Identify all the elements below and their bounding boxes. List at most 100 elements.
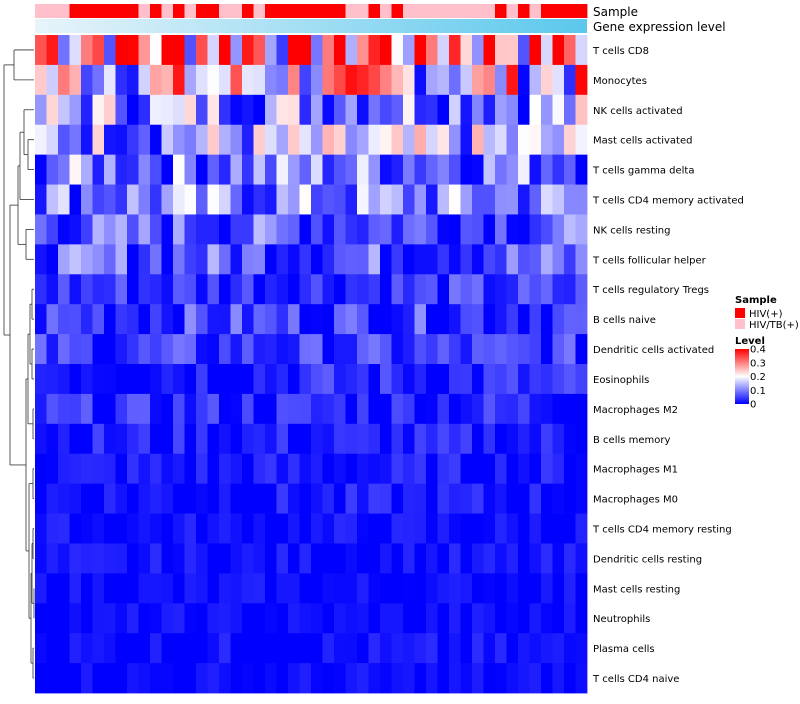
heatmap-cell [552, 154, 565, 185]
heatmap-cell [426, 423, 438, 455]
heatmap-cell [288, 244, 300, 275]
heatmap-cell [207, 423, 220, 455]
heatmap-cell [242, 663, 254, 694]
heatmap-cell [334, 274, 346, 305]
heatmap-cell [357, 124, 369, 156]
heatmap-cell [564, 35, 576, 66]
heatmap-cell [242, 244, 254, 275]
heatmap-cell [127, 513, 139, 544]
heatmap-cell [253, 244, 266, 275]
heatmap-cell [127, 573, 139, 604]
heatmap-cell [288, 603, 300, 634]
sample-annotation-cell [357, 4, 369, 18]
heatmap-cell [46, 393, 59, 425]
heatmap-cell [58, 393, 70, 425]
heatmap-cell [81, 124, 93, 156]
heatmap-cell [92, 124, 105, 156]
heatmap-cell [104, 603, 116, 634]
heatmap-cell [518, 393, 530, 425]
heatmap-cell [357, 393, 369, 425]
heatmap-cell [426, 124, 438, 156]
heatmap-cell [138, 154, 151, 185]
heatmap-cell [230, 364, 243, 395]
heatmap-cell [299, 603, 312, 634]
heatmap-cell [426, 334, 438, 365]
heatmap-cell [449, 64, 461, 96]
heatmap-cell [575, 483, 588, 514]
heatmap-cell [276, 633, 289, 664]
heatmap-cell [265, 453, 277, 485]
heatmap-cell [207, 633, 220, 664]
heatmap-cell [472, 274, 484, 305]
heatmap-cell [81, 154, 93, 185]
heatmap-cell [230, 304, 243, 335]
heatmap-cell [253, 304, 266, 335]
heatmap-cell [276, 35, 289, 66]
heatmap-cell [506, 663, 519, 694]
heatmap-cell [138, 543, 151, 574]
heatmap-cell [46, 633, 59, 664]
heatmap-cell [265, 483, 277, 514]
heatmap-cell [334, 543, 346, 574]
heatmap-cell [46, 304, 59, 335]
heatmap-cell [35, 124, 47, 156]
heatmap-cell [495, 274, 507, 305]
heatmap-cell [460, 274, 473, 305]
heatmap-cell [437, 214, 450, 245]
heatmap-cell [196, 393, 208, 425]
heatmap-cell [299, 573, 312, 604]
heatmap-cell [104, 35, 116, 66]
heatmap-cell [184, 453, 197, 485]
heatmap-cell [58, 663, 70, 694]
heatmap-cell [391, 483, 404, 514]
heatmap-cell [184, 483, 197, 514]
heatmap-cell [552, 274, 565, 305]
heatmap-cell [150, 64, 162, 96]
legend-entry-label: HIV/TB(+) [749, 320, 799, 331]
heatmap-cell [564, 244, 576, 275]
heatmap-cell [311, 423, 323, 455]
legend-tick-label: 0.4 [750, 345, 766, 356]
heatmap-cell [506, 453, 519, 485]
heatmap-cell [529, 214, 542, 245]
heatmap-cell [92, 94, 105, 126]
heatmap-cell [403, 35, 415, 66]
heatmap-cell [368, 483, 381, 514]
heatmap-cell [276, 364, 289, 395]
heatmap-cell [437, 423, 450, 455]
heatmap-cell [529, 334, 542, 365]
heatmap-cell [391, 423, 404, 455]
heatmap-cell [357, 663, 369, 694]
sample-annotation-cell [403, 4, 415, 18]
sample-annotation-cell [426, 4, 438, 18]
sample-annotation-cell [529, 4, 542, 18]
heatmap-cell [242, 393, 254, 425]
heatmap-cell [345, 304, 358, 335]
heatmap-cell [437, 603, 450, 634]
heatmap-cell [472, 94, 484, 126]
heatmap-cell [253, 274, 266, 305]
heatmap-cell [460, 663, 473, 694]
heatmap-cell [449, 364, 461, 395]
heatmap-cell [460, 633, 473, 664]
heatmap-cell [322, 423, 335, 455]
heatmap-cell [518, 304, 530, 335]
sample-annotation-cell [138, 4, 151, 18]
heatmap-cell [173, 603, 185, 634]
row-label: Mast cells resting [593, 584, 680, 595]
legend-sample-title: Sample [735, 295, 777, 306]
heatmap-cell [403, 603, 415, 634]
heatmap-cell [127, 94, 139, 126]
heatmap-cell [150, 663, 162, 694]
heatmap-cell [449, 633, 461, 664]
heatmap-cell [380, 274, 392, 305]
heatmap-cell [92, 364, 105, 395]
heatmap-cell [184, 184, 197, 215]
heatmap-cell [506, 393, 519, 425]
legend-level-title: Level [735, 336, 765, 347]
heatmap-cell [207, 214, 220, 245]
heatmap-cell [196, 543, 208, 574]
heatmap-cell [552, 35, 565, 66]
